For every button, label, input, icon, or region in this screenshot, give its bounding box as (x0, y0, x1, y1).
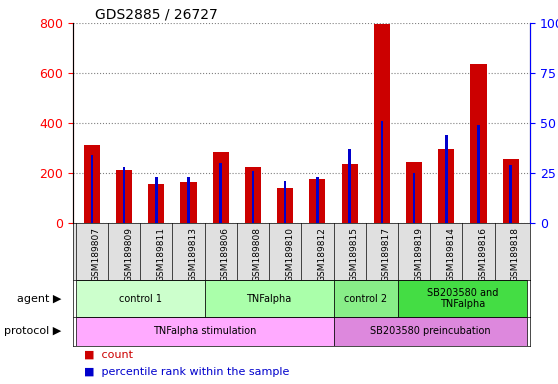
Text: GSM189809: GSM189809 (124, 227, 133, 282)
Bar (413, 173, 415, 223)
Text: GSM189814: GSM189814 (446, 227, 455, 282)
Text: GSM189815: GSM189815 (350, 227, 359, 282)
Bar (245, 167, 261, 223)
Text: TNFalpha: TNFalpha (247, 293, 292, 304)
Text: protocol ▶: protocol ▶ (4, 326, 61, 336)
Text: GSM189806: GSM189806 (221, 227, 230, 282)
Bar (219, 163, 222, 223)
Text: GSM189811: GSM189811 (156, 227, 165, 282)
Text: GSM189810: GSM189810 (285, 227, 294, 282)
Bar (477, 125, 480, 223)
Bar (381, 121, 383, 223)
Bar (334, 317, 527, 346)
Text: SB203580 and
TNFalpha: SB203580 and TNFalpha (427, 288, 498, 310)
Text: GSM189816: GSM189816 (479, 227, 488, 282)
Bar (148, 184, 165, 223)
Text: GSM189819: GSM189819 (414, 227, 423, 282)
Bar (406, 162, 422, 223)
Bar (252, 171, 254, 223)
Bar (470, 64, 487, 223)
Bar (509, 165, 512, 223)
Text: SB203580 preincubation: SB203580 preincubation (370, 326, 490, 336)
Text: ■  percentile rank within the sample: ■ percentile rank within the sample (84, 367, 289, 377)
Text: GSM189808: GSM189808 (253, 227, 262, 282)
Bar (284, 181, 286, 223)
Text: GSM189817: GSM189817 (382, 227, 391, 282)
Bar (180, 182, 196, 223)
Bar (334, 280, 398, 317)
Bar (90, 155, 93, 223)
Text: GSM189807: GSM189807 (92, 227, 101, 282)
Text: GSM189818: GSM189818 (511, 227, 519, 282)
Bar (76, 317, 334, 346)
Bar (187, 177, 190, 223)
Bar (84, 145, 100, 223)
Bar (316, 177, 319, 223)
Text: GDS2885 / 26727: GDS2885 / 26727 (95, 8, 218, 22)
Bar (277, 188, 294, 223)
Bar (123, 167, 126, 223)
Bar (503, 159, 519, 223)
Text: GSM189812: GSM189812 (318, 227, 326, 282)
Text: GSM189813: GSM189813 (189, 227, 198, 282)
Bar (398, 280, 527, 317)
Text: control 2: control 2 (344, 293, 387, 304)
Bar (348, 149, 351, 223)
Text: TNFalpha stimulation: TNFalpha stimulation (153, 326, 256, 336)
Text: control 1: control 1 (119, 293, 162, 304)
Bar (445, 135, 448, 223)
Bar (155, 177, 157, 223)
Bar (309, 179, 325, 223)
Bar (205, 280, 334, 317)
Bar (438, 149, 454, 223)
Bar (341, 164, 358, 223)
Bar (76, 280, 205, 317)
Text: agent ▶: agent ▶ (17, 293, 61, 304)
Text: ■  count: ■ count (84, 349, 133, 359)
Bar (213, 152, 229, 223)
Bar (374, 24, 390, 223)
Bar (116, 170, 132, 223)
